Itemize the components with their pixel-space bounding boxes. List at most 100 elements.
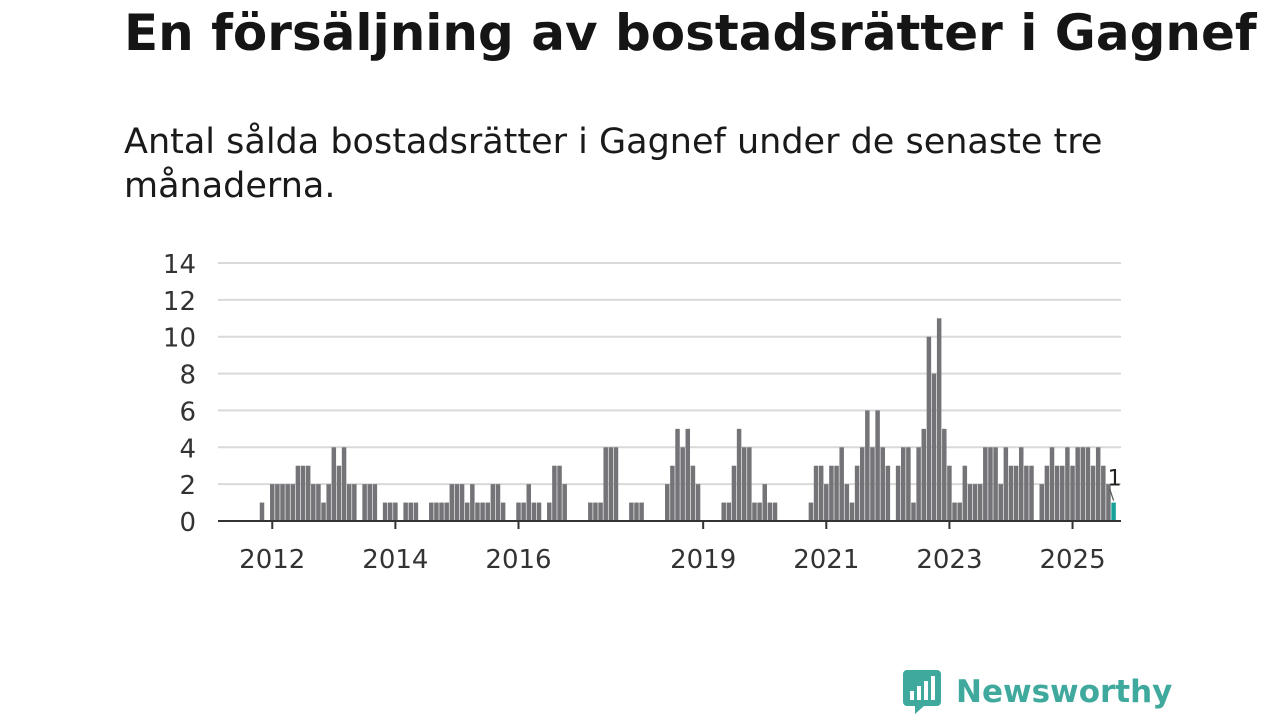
bar bbox=[593, 502, 598, 521]
bar bbox=[731, 465, 737, 521]
bar bbox=[1024, 465, 1029, 521]
bar bbox=[444, 502, 449, 521]
latest-value-leader bbox=[1109, 488, 1115, 501]
bar bbox=[1065, 447, 1070, 521]
bar bbox=[772, 502, 778, 521]
bar bbox=[434, 502, 439, 521]
bar bbox=[547, 502, 552, 521]
bar bbox=[957, 502, 962, 521]
bar bbox=[665, 484, 670, 521]
bar bbox=[1060, 465, 1065, 521]
bar bbox=[1049, 447, 1055, 521]
bar bbox=[588, 502, 593, 521]
y-tick-label: 4 bbox=[179, 434, 196, 464]
y-tick-label: 12 bbox=[163, 287, 196, 317]
bar bbox=[480, 502, 485, 521]
bar bbox=[741, 447, 747, 521]
bar bbox=[813, 465, 819, 521]
bar bbox=[495, 484, 501, 521]
bar bbox=[449, 484, 455, 521]
bar bbox=[690, 465, 696, 521]
bar-latest bbox=[1111, 502, 1116, 521]
bar bbox=[346, 484, 352, 521]
x-tick-label: 2012 bbox=[239, 545, 305, 575]
bar bbox=[639, 502, 644, 521]
bar bbox=[942, 428, 947, 521]
bar bbox=[305, 465, 311, 521]
latest-value-label: 1 bbox=[1108, 467, 1122, 492]
x-tick-label: 2021 bbox=[793, 545, 859, 575]
bar bbox=[988, 447, 993, 521]
bar bbox=[844, 484, 850, 521]
bar bbox=[670, 465, 675, 521]
newsworthy-brand: Newsworthy bbox=[902, 669, 1172, 715]
bar bbox=[1029, 465, 1034, 521]
bar bbox=[629, 502, 634, 521]
bar bbox=[906, 447, 911, 521]
bar bbox=[808, 502, 814, 521]
bar bbox=[285, 484, 290, 521]
x-tick-label: 2019 bbox=[670, 545, 736, 575]
bar bbox=[290, 484, 296, 521]
bar bbox=[1075, 447, 1080, 521]
bar bbox=[911, 502, 916, 521]
bar bbox=[1090, 465, 1096, 521]
bar bbox=[947, 465, 952, 521]
bar bbox=[747, 447, 752, 521]
bar bbox=[695, 484, 701, 521]
bar bbox=[895, 465, 901, 521]
bar bbox=[1054, 465, 1060, 521]
y-tick-label: 10 bbox=[163, 324, 196, 354]
bar bbox=[454, 484, 460, 521]
bar bbox=[603, 447, 608, 521]
bar bbox=[721, 502, 726, 521]
bar bbox=[983, 447, 988, 521]
bar bbox=[818, 465, 824, 521]
bar bbox=[936, 318, 942, 521]
bar bbox=[598, 502, 603, 521]
bar bbox=[490, 484, 496, 521]
bar bbox=[316, 484, 321, 521]
bar bbox=[500, 502, 506, 521]
y-tick-label: 14 bbox=[163, 250, 196, 280]
bar bbox=[901, 447, 906, 521]
x-tick-label: 2016 bbox=[485, 545, 551, 575]
bar bbox=[275, 484, 280, 521]
bar bbox=[367, 484, 372, 521]
x-tick-label: 2025 bbox=[1039, 545, 1105, 575]
bar bbox=[459, 484, 465, 521]
bar bbox=[726, 502, 732, 521]
brand-name: Newsworthy bbox=[956, 674, 1173, 710]
bar bbox=[326, 484, 331, 521]
bar bbox=[403, 502, 408, 521]
bar bbox=[259, 502, 265, 521]
x-tick-label: 2023 bbox=[916, 545, 982, 575]
bar bbox=[675, 428, 680, 521]
bar bbox=[1070, 465, 1075, 521]
bars bbox=[259, 318, 1116, 521]
bar bbox=[388, 502, 393, 521]
bar bbox=[382, 502, 388, 521]
bar bbox=[321, 502, 326, 521]
x-tick-label: 2014 bbox=[362, 545, 428, 575]
bar bbox=[962, 465, 968, 521]
bar bbox=[311, 484, 316, 521]
bar bbox=[464, 502, 470, 521]
y-tick-label: 8 bbox=[179, 361, 196, 391]
bar bbox=[516, 502, 521, 521]
y-axis-ticks: 0 2 4 6 8 10 12 14 bbox=[163, 250, 196, 538]
bar bbox=[859, 447, 865, 521]
y-tick-label: 6 bbox=[179, 397, 196, 427]
bar bbox=[526, 484, 532, 521]
bar bbox=[972, 484, 978, 521]
bar bbox=[562, 484, 567, 521]
bar bbox=[865, 410, 870, 521]
bar bbox=[762, 484, 767, 521]
bar bbox=[1101, 465, 1106, 521]
bar bbox=[613, 447, 619, 521]
bar bbox=[475, 502, 480, 521]
bar bbox=[1039, 484, 1045, 521]
bar bbox=[634, 502, 639, 521]
bar bbox=[270, 484, 275, 521]
x-axis-ticks: 2012 2014 2016 2019 2021 2023 2025 bbox=[239, 521, 1106, 575]
